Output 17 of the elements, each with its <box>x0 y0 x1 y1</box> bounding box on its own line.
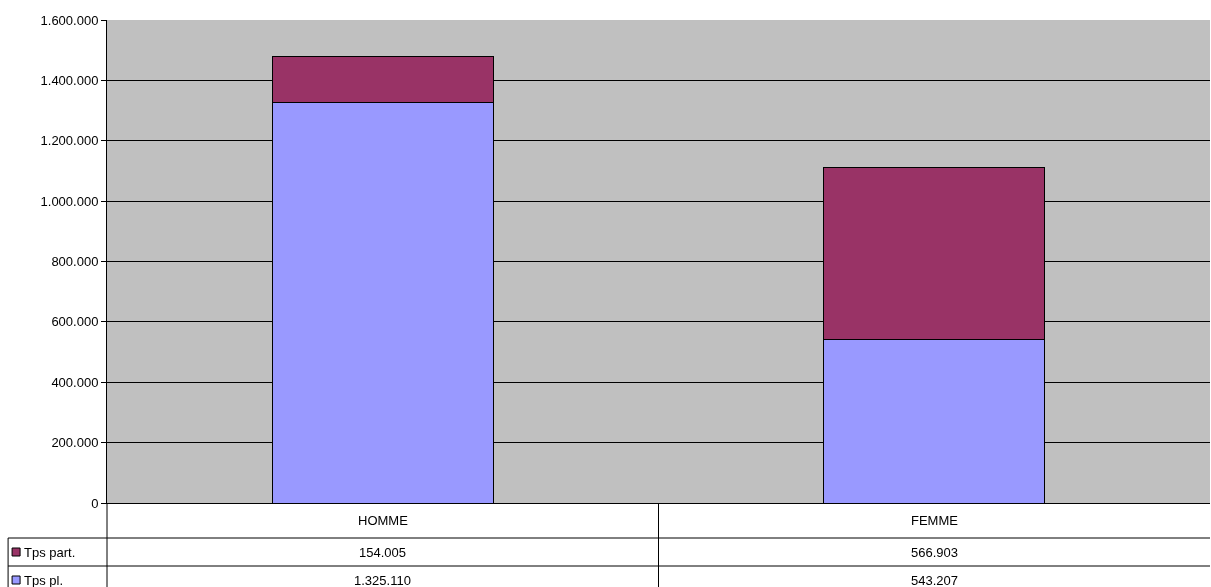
legend-label: Tps part. <box>24 545 76 560</box>
legend-label: Tps pl. <box>24 573 64 587</box>
y-tick-label: 400.000 <box>51 374 99 390</box>
y-tick-label: 1.600.000 <box>40 12 99 28</box>
data-label: 543.207 <box>911 573 958 587</box>
x-tick-label: FEMME <box>911 513 959 528</box>
x-tick-label: HOMME <box>358 513 409 528</box>
y-tick-label: 200.000 <box>51 435 99 451</box>
y-tick-label: 1.400.000 <box>40 72 99 88</box>
y-tick-label: 600.000 <box>51 314 99 330</box>
y-tick-label: 1.000.000 <box>40 193 99 209</box>
y-tick-label: 0 <box>91 495 99 511</box>
data-label: 1.325.110 <box>354 573 411 587</box>
y-tick-label: 800.000 <box>51 254 99 270</box>
y-tick-label: 1.200.000 <box>40 133 99 149</box>
data-label: 154.005 <box>359 545 406 560</box>
data-label: 566.903 <box>911 545 958 560</box>
